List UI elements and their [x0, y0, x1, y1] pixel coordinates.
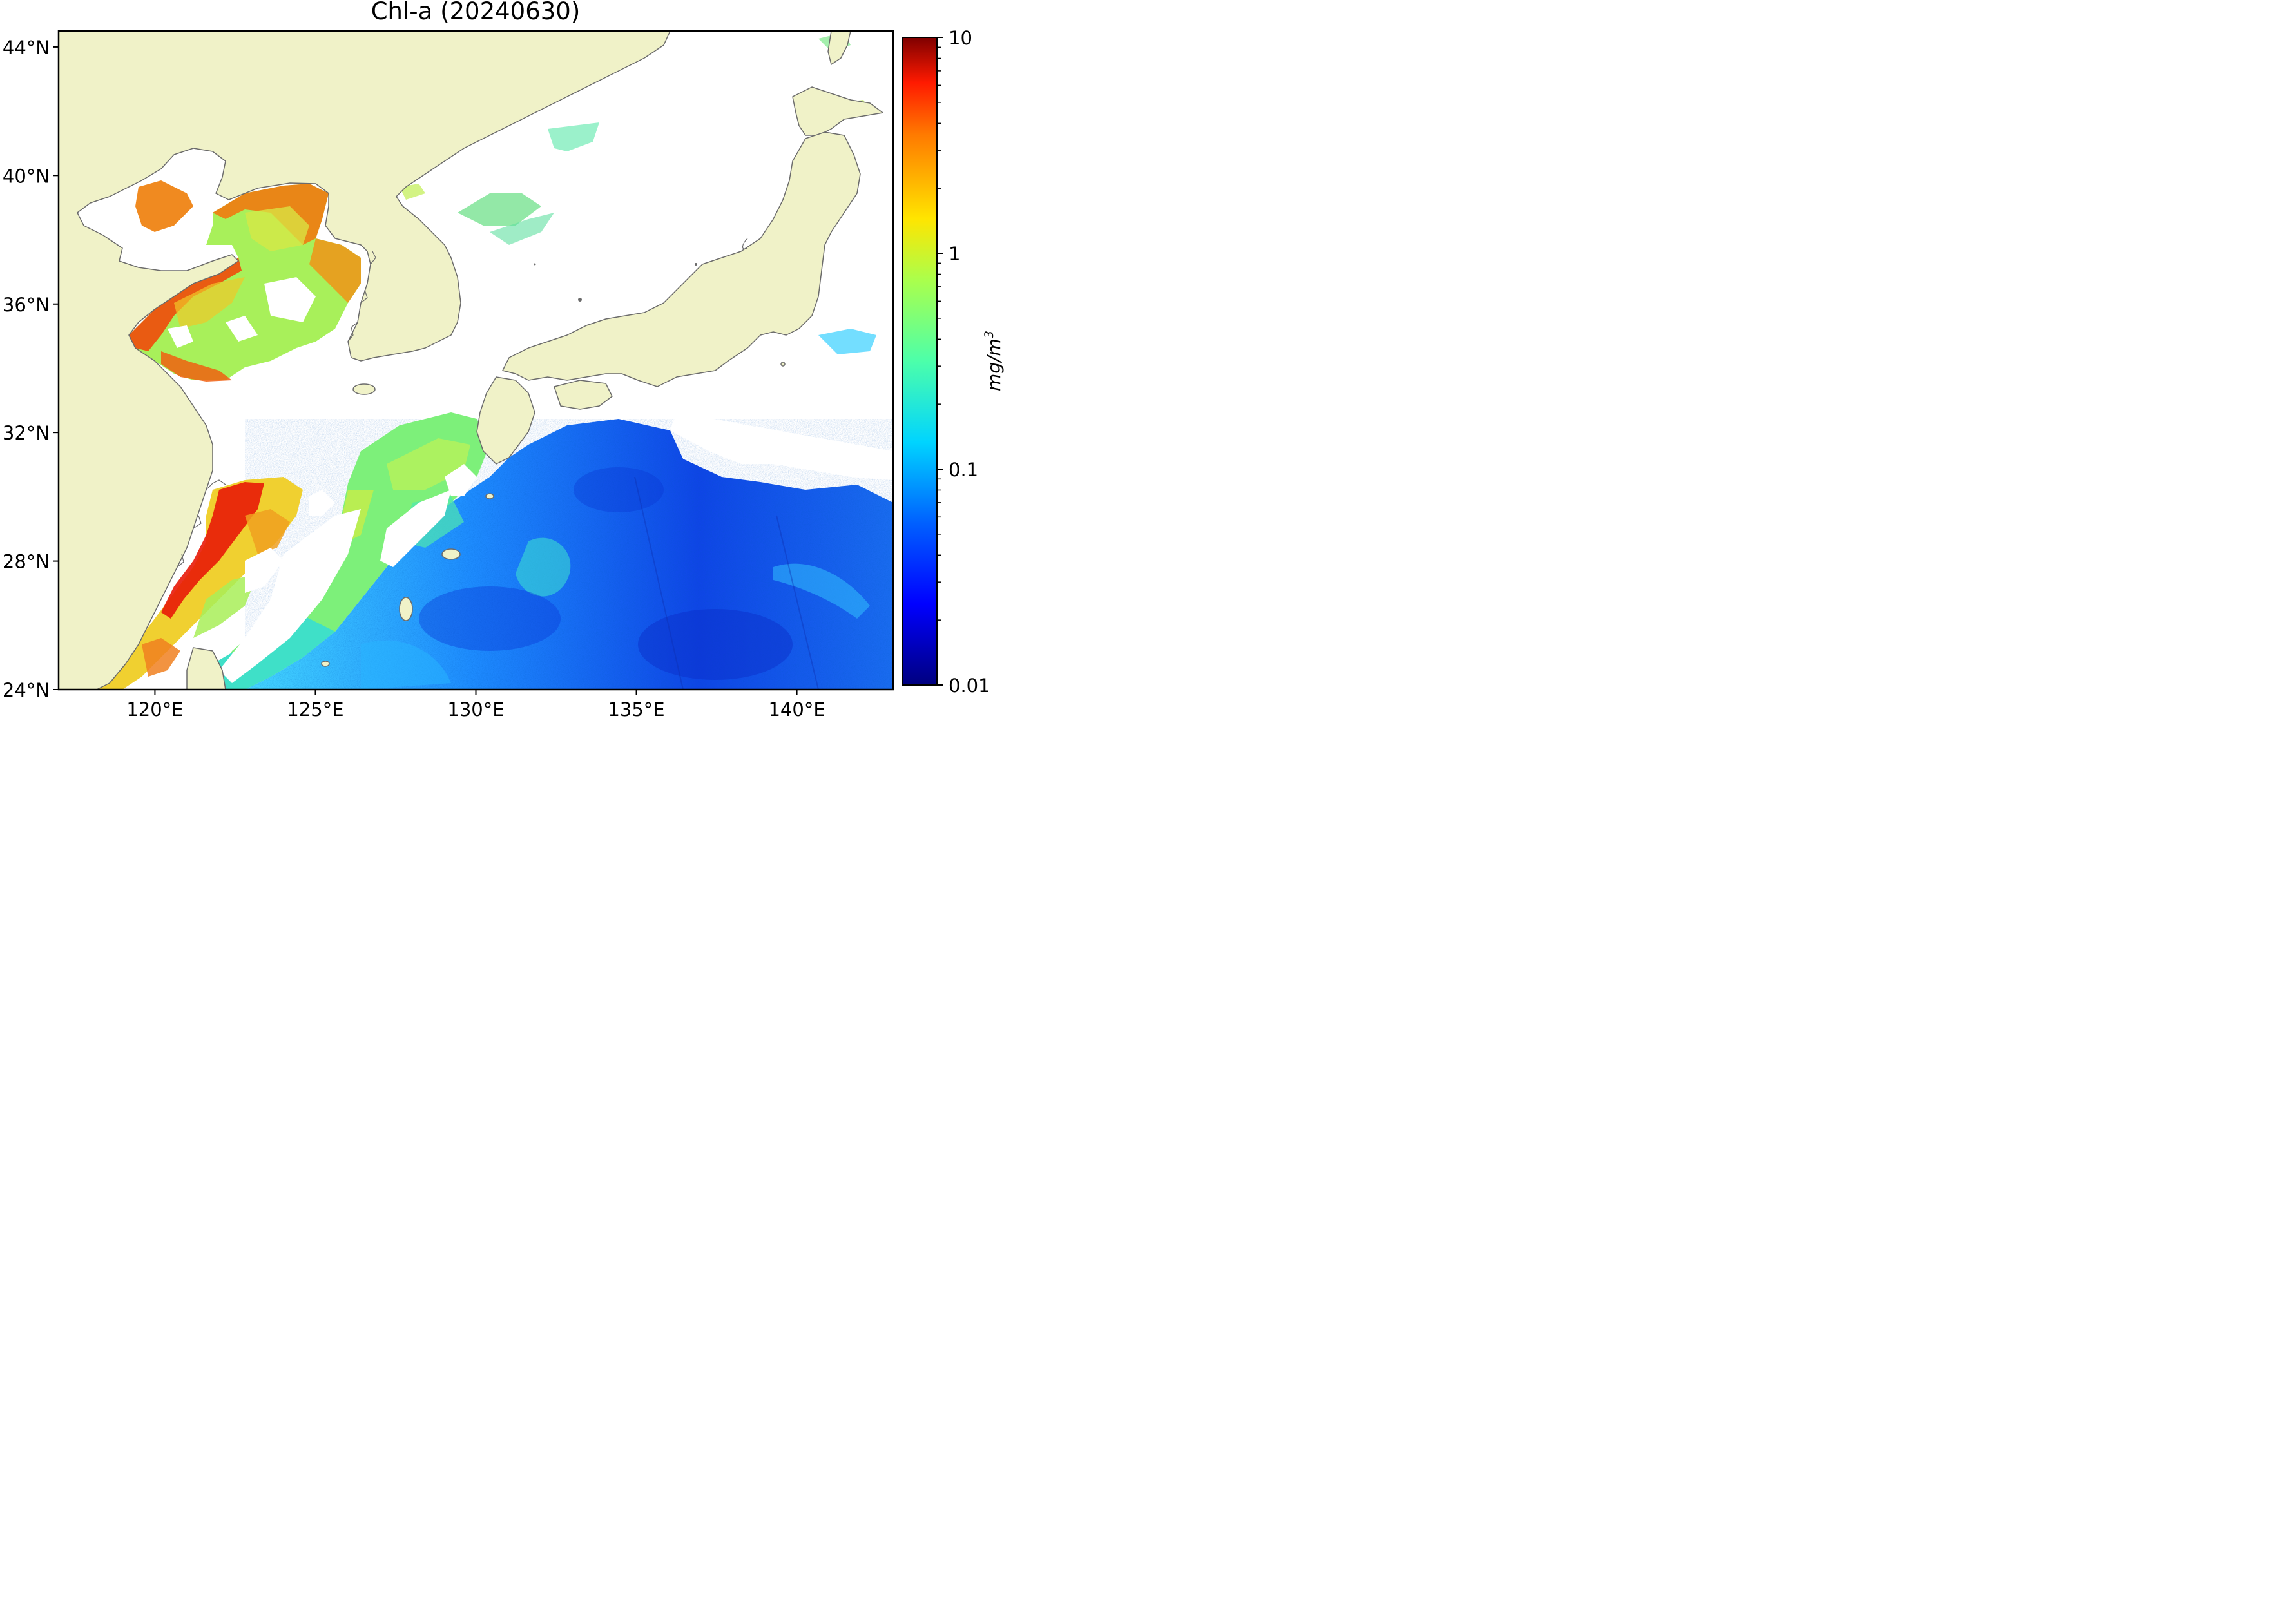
chlorophyll-china-coast	[97, 477, 303, 690]
land-shikoku	[554, 380, 613, 410]
chlorophyll-yellow-sea	[129, 180, 361, 382]
colorbar-tick-label: 1	[949, 243, 960, 265]
land-kyushu	[476, 376, 535, 465]
land-jeju	[352, 383, 376, 395]
land-hokkaido	[792, 86, 883, 136]
coastline-details	[177, 238, 748, 568]
land-sakhalin	[827, 31, 851, 65]
x-tick-label: 120°E	[126, 699, 183, 718]
y-axis: 24°N 28°N 32°N 36°N 40°N 44°N	[3, 37, 59, 701]
x-tick-label: 130°E	[447, 699, 504, 718]
colorbar-frame	[902, 37, 938, 686]
land-ishigaki	[321, 661, 330, 667]
colorbar-tick-label: 10	[949, 27, 972, 49]
land-taiwan	[186, 647, 226, 690]
y-tick-label: 36°N	[3, 294, 50, 316]
land-masses	[59, 31, 883, 690]
land-okinawa	[399, 597, 413, 621]
chlorophyll-map-figure: Chl-a (20240630)	[3, 0, 1005, 718]
x-tick-label: 125°E	[287, 699, 343, 718]
map-title: Chl-a (20240630)	[371, 0, 581, 25]
colorbar-label: mg/m3	[982, 331, 1005, 391]
y-tick-label: 40°N	[3, 165, 50, 187]
colorbar-tick-label: 0.1	[949, 459, 978, 481]
colorbar: 10 1 0.1 0.01 mg/m3	[902, 27, 1005, 697]
x-axis: 120°E 125°E 130°E 135°E 140°E	[126, 690, 825, 718]
y-tick-label: 24°N	[3, 679, 50, 701]
chlorophyll-japan-sea-patches	[400, 32, 876, 354]
colorbar-ticks: 10 1 0.1 0.01	[937, 27, 990, 697]
y-tick-label: 44°N	[3, 37, 50, 59]
y-tick-label: 32°N	[3, 422, 50, 444]
land-amami	[441, 548, 461, 560]
land-honshu	[502, 131, 861, 387]
land-tokara	[485, 493, 494, 499]
colorbar-gradient	[903, 37, 937, 685]
chlorophyll-ocean-field	[245, 419, 893, 690]
x-tick-label: 135°E	[608, 699, 664, 718]
map-plot-area	[59, 31, 893, 690]
land-asia-mainland	[59, 31, 671, 690]
cloud-gaps	[219, 412, 893, 683]
land-izu-islands	[780, 362, 786, 367]
x-tick-label: 140°E	[768, 699, 825, 718]
colorbar-tick-label: 0.01	[949, 675, 990, 697]
y-tick-label: 28°N	[3, 551, 50, 573]
sea-speckles	[534, 263, 697, 302]
